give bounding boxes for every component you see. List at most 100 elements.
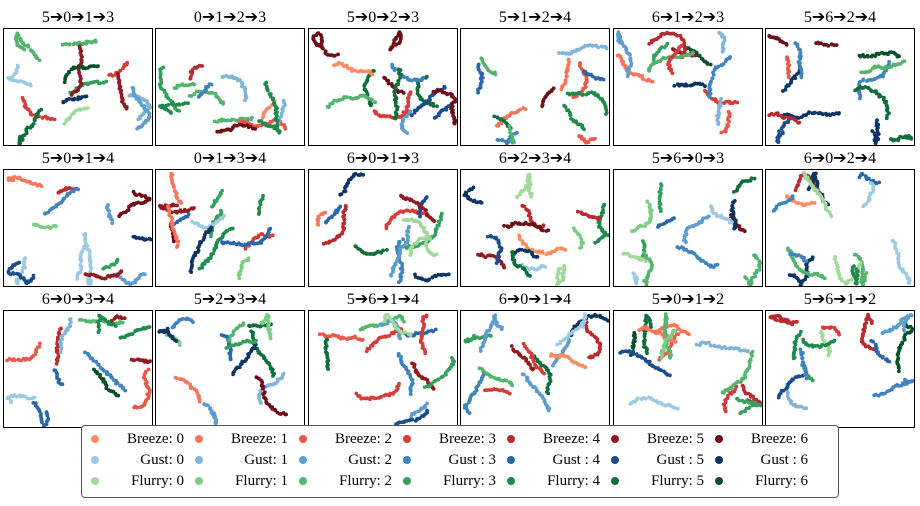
scatter-point	[209, 82, 214, 87]
scatter-point	[367, 252, 372, 256]
tsne-panel	[3, 28, 153, 146]
scatter-point	[196, 393, 200, 398]
scatter-point	[69, 67, 74, 72]
scatter-point	[394, 86, 398, 91]
scatter-point	[263, 315, 268, 320]
scatter-point	[336, 52, 340, 57]
scatter-point	[746, 391, 751, 396]
scatter-point	[398, 39, 402, 44]
scatter-point	[869, 321, 874, 325]
scatter-point	[520, 266, 525, 271]
scatter-point	[77, 318, 82, 322]
scatter-point	[716, 344, 720, 349]
scatter-point	[555, 275, 559, 280]
scatter-point	[798, 283, 803, 286]
scatter-point	[424, 208, 428, 213]
scatter-point	[131, 189, 136, 194]
scatter-point	[88, 272, 93, 277]
scatter-point	[9, 400, 13, 405]
scatter-point	[640, 76, 645, 81]
scatter-point	[396, 351, 401, 356]
scatter-point	[84, 94, 89, 99]
scatter-point	[20, 137, 25, 141]
scatter-point	[249, 117, 253, 122]
scatter-point	[621, 62, 625, 67]
scatter-point	[464, 191, 469, 195]
scatter-point	[118, 68, 123, 73]
scatter-point	[231, 329, 236, 333]
scatter-point	[659, 355, 664, 360]
scatter-point	[76, 65, 81, 70]
scatter-point	[267, 330, 272, 335]
scatter-point	[425, 247, 430, 251]
scatter-point	[631, 340, 636, 345]
tsne-panel	[613, 169, 763, 287]
scatter-point	[378, 322, 383, 327]
scatter-point	[321, 241, 326, 246]
scatter-point	[237, 365, 242, 370]
scatter-point	[56, 354, 61, 359]
scatter-point	[85, 351, 90, 356]
scatter-point	[730, 101, 735, 105]
scatter-point	[584, 327, 589, 331]
scatter-point	[777, 132, 781, 137]
scatter-point	[79, 259, 83, 264]
scatter-point	[725, 217, 729, 222]
scatter-point	[84, 272, 89, 277]
scatter-point	[579, 242, 584, 247]
scatter-point	[396, 90, 401, 94]
scatter-point	[775, 36, 779, 40]
scatter-point	[319, 212, 323, 217]
scatter-point	[629, 61, 634, 66]
scatter-point	[413, 419, 418, 423]
scatter-point	[688, 83, 693, 88]
scatter-point	[26, 44, 31, 49]
scatter-point	[803, 173, 808, 178]
scatter-point	[742, 388, 746, 392]
scatter-point	[804, 274, 808, 279]
scatter-point	[771, 209, 776, 213]
scatter-point	[231, 332, 235, 337]
scatter-point	[861, 283, 866, 286]
scatter-point	[523, 220, 528, 225]
scatter-point	[494, 123, 499, 128]
scatter-point	[401, 218, 406, 222]
scatter-point	[732, 190, 736, 194]
scatter-point	[578, 61, 582, 65]
scatter-point	[649, 215, 653, 220]
scatter-point	[752, 397, 756, 402]
scatter-plot	[462, 172, 609, 286]
scatter-point	[144, 237, 149, 242]
scatter-point	[257, 209, 262, 214]
scatter-point	[647, 41, 652, 46]
scatter-point	[750, 349, 755, 354]
scatter-point	[726, 109, 731, 114]
scatter-point	[327, 105, 331, 109]
scatter-point	[640, 239, 645, 243]
scatter-point	[130, 85, 135, 90]
scatter-point	[502, 265, 507, 270]
scatter-point	[272, 126, 277, 131]
scatter-point	[338, 204, 343, 209]
scatter-point	[249, 329, 253, 334]
scatter-point	[676, 327, 681, 331]
scatter-point	[427, 277, 432, 282]
scatter-point	[451, 362, 455, 367]
scatter-point	[394, 245, 399, 249]
scatter-point	[379, 395, 383, 399]
scatter-point	[485, 234, 490, 239]
scatter-point	[262, 395, 266, 400]
scatter-point	[757, 259, 762, 263]
scatter-point	[398, 357, 403, 362]
scatter-point	[397, 254, 402, 259]
scatter-point	[596, 45, 601, 50]
scatter-point	[499, 327, 504, 332]
scatter-point	[634, 352, 639, 357]
scatter-point	[521, 106, 526, 110]
scatter-plot	[767, 34, 914, 145]
scatter-point	[111, 273, 116, 278]
scatter-point	[795, 44, 800, 49]
scatter-point	[393, 101, 398, 106]
scatter-point	[9, 393, 14, 398]
panel-title: 5➔1➔2➔4	[498, 9, 572, 26]
